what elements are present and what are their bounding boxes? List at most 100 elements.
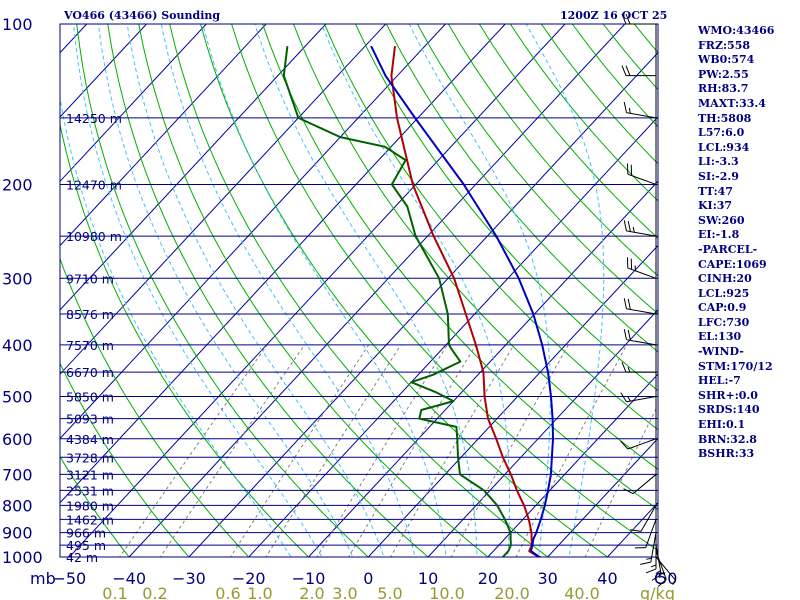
wind-barb-flag <box>657 578 667 587</box>
height-label: 10980 m <box>66 229 122 244</box>
dry-adiabat <box>324 24 658 431</box>
mixing-ratio-label: 5.0 <box>377 584 402 600</box>
dry-adiabat <box>107 24 429 557</box>
wind-barb-flag <box>630 529 642 532</box>
moist-adiabat <box>73 24 323 557</box>
index-item: SRDS:140 <box>698 403 760 417</box>
valid-time: 1200Z 16 OCT 25 <box>560 9 668 22</box>
wind-barb-shaft <box>626 339 657 346</box>
dry-adiabat <box>200 24 609 557</box>
dry-adiabat <box>76 24 370 557</box>
wind-barb <box>630 505 657 532</box>
dry-adiabat <box>60 455 130 557</box>
mixing-ratio-label: 3.0 <box>332 584 357 600</box>
plot-frame <box>59 23 659 558</box>
temperature-unit-label: C <box>654 569 665 588</box>
dry-adiabat <box>60 362 190 557</box>
wind-barb-flag <box>627 220 631 232</box>
height-label: 2531 m <box>66 483 114 498</box>
wind-barb-flag <box>623 102 627 113</box>
height-label: 9710 m <box>66 271 114 286</box>
wind-barb-flag <box>620 440 629 450</box>
pressure-tick-label: 300 <box>2 269 33 288</box>
wind-barb <box>626 257 657 279</box>
pressure-tick-label: 600 <box>2 430 33 449</box>
mixing-ratio-label: 0.2 <box>142 584 167 600</box>
wind-barb <box>626 163 657 185</box>
pressure-tick-label: 100 <box>2 15 33 34</box>
moist-adiabat <box>60 94 292 557</box>
wind-barb <box>620 438 657 450</box>
wind-barb-flag <box>645 568 657 574</box>
height-label: 5850 m <box>66 390 114 405</box>
moist-adiabat <box>126 24 385 557</box>
mixing-ratio-line <box>229 344 370 557</box>
height-label: 12470 m <box>66 177 122 192</box>
mixing-ratio-label: 40.0 <box>564 584 600 600</box>
wind-barb-shaft <box>640 505 657 532</box>
height-label: 8576 m <box>66 307 114 322</box>
wind-barb-flag <box>627 366 631 373</box>
isotherm-line <box>547 437 658 557</box>
dry-adiabat <box>416 24 658 315</box>
mixing-ratio-line <box>348 344 477 557</box>
index-item: RH:83.7 <box>698 82 749 96</box>
pressure-unit-label: mb <box>30 569 56 588</box>
wind-barb-shaft <box>627 173 657 185</box>
wind-barb-flag <box>640 561 651 565</box>
mixing-ratio-line <box>119 344 268 557</box>
dry-adiabat <box>262 24 658 511</box>
mixing-ratio-label: 0.6 <box>215 584 240 600</box>
index-item: BSHR:33 <box>698 447 755 461</box>
temperature-tick-label: 30 <box>537 569 557 588</box>
isotherm-line <box>60 24 207 183</box>
wind-barb-flag <box>623 298 627 309</box>
mixing-ratio-label: 1.0 <box>247 584 272 600</box>
height-label: 3121 m <box>66 467 114 482</box>
wind-barb-flag <box>632 226 635 233</box>
moist-adiabat <box>254 24 478 557</box>
mixing-ratio-label: 0.1 <box>102 584 127 600</box>
isotherm-line <box>60 24 387 375</box>
dry-adiabat <box>447 24 658 277</box>
temperature-tick-label: −10 <box>292 569 326 588</box>
wind-barb <box>620 392 657 403</box>
temperature-tick-label: 40 <box>597 569 617 588</box>
wind-barb-shaft <box>627 438 657 450</box>
index-item: SW:260 <box>698 213 745 227</box>
pressure-tick-label: 200 <box>2 175 33 194</box>
index-item: TT:47 <box>698 184 733 198</box>
mixing-ratio-label: 20.0 <box>494 584 530 600</box>
index-item: KI:37 <box>698 199 733 213</box>
index-item: LI:-3.3 <box>698 155 739 169</box>
index-item: WMO:43466 <box>698 24 775 37</box>
wind-barb <box>621 65 656 77</box>
index-item: EHI:0.1 <box>698 418 746 432</box>
wind-barb <box>623 220 657 237</box>
height-label: 5093 m <box>66 412 114 427</box>
wind-barb-shaft <box>632 474 657 495</box>
wind-barb-flag <box>627 298 631 310</box>
index-item: SHR+:0.0 <box>698 388 758 402</box>
isotherm-line <box>188 51 658 557</box>
height-label: 495 m <box>66 538 106 553</box>
pressure-tick-label: 900 <box>2 524 33 543</box>
temperature-tick-label: 10 <box>418 569 438 588</box>
wind-barb-flag <box>651 574 662 581</box>
index-item: LCL:934 <box>698 140 750 154</box>
mixing-ratio-line <box>515 344 628 557</box>
pressure-tick-label: 500 <box>2 388 33 407</box>
wind-barb <box>645 538 657 574</box>
pressure-tick-label: 1000 <box>2 548 43 567</box>
index-item: LFC:730 <box>698 315 750 329</box>
temperature-tick-label: −40 <box>112 569 146 588</box>
isotherm-line <box>248 116 658 557</box>
wind-barb <box>623 474 657 495</box>
mixing-ratio-line <box>584 403 658 557</box>
index-item: SI:-2.9 <box>698 169 739 183</box>
index-item: CAPE:1069 <box>698 257 767 271</box>
wind-barb-flag <box>628 107 631 114</box>
indices-panel: WMO:43466 FRZ:558 WB0:574 PW:2.55 RH:83.7 MAX… <box>698 24 798 462</box>
index-item: TH:5808 <box>698 111 752 125</box>
wind-barb-shaft <box>626 396 657 403</box>
